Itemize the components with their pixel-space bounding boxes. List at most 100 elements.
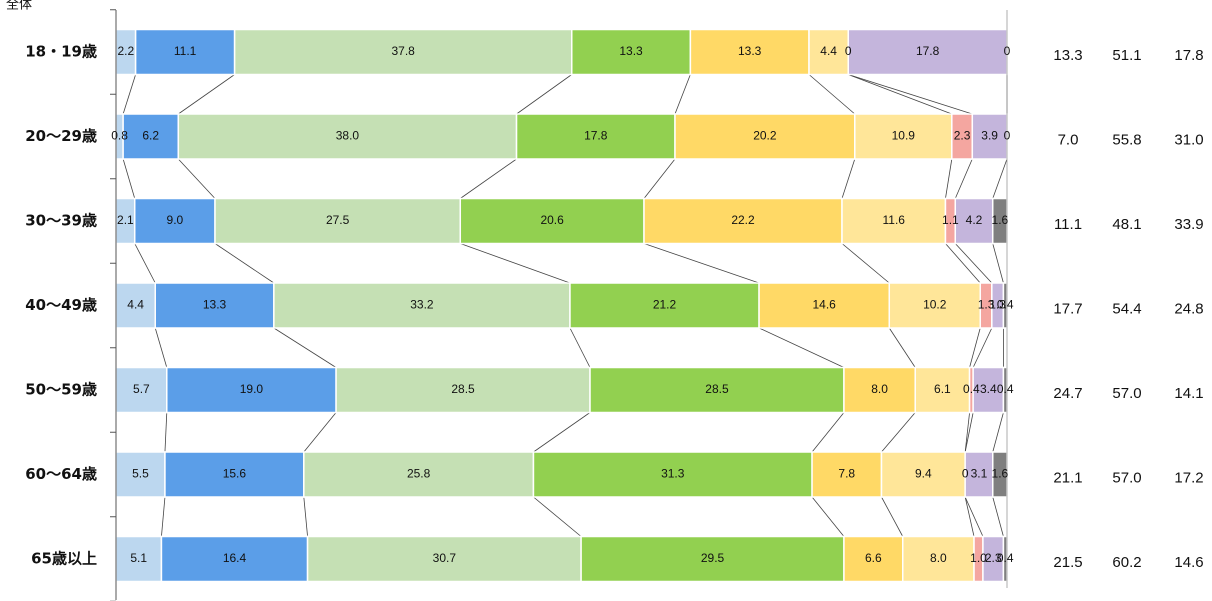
segment-label-row5-s5: 8.0 [871,382,888,396]
category-label-3: 30〜39歳 [25,212,97,230]
connector-line [122,158,136,199]
segment-label-row4-s8: 1.3 [989,298,1006,312]
connector-line [969,327,981,368]
connector-line [881,412,916,453]
connector-line [161,496,166,537]
segment-label-row2-s9: 0 [1004,129,1011,143]
connector-line [841,243,890,284]
side-value-row3-c2: 48.1 [1112,216,1141,233]
segment-label-row5-s2: 19.0 [240,382,264,396]
segment-label-row6-s4: 31.3 [661,467,685,481]
connector-line [122,74,137,115]
category-label-2: 20〜29歳 [25,127,97,145]
bar-segment-row7-s1 [115,535,163,583]
side-value-row3-c1: 11.1 [1054,216,1082,233]
bar-segment-row2-s8 [971,113,1008,160]
segment-label-row6-s3: 25.8 [407,467,431,481]
connector-line [881,496,904,537]
segment-label-row3-s4: 20.6 [540,213,564,227]
bar-segment-row4-s3 [273,282,571,329]
bar-segment-row1-s6 [808,28,849,76]
segment-label-row6-s6: 9.4 [915,467,932,481]
bar-segment-row3-s2 [133,197,216,245]
segment-label-row5-s8: 3.4 [980,382,997,396]
side-value-row3-c3: 33.9 [1174,216,1203,233]
connector-line [992,158,1008,199]
connector-line [178,158,216,199]
segment-label-row1-s5: 13.3 [738,44,762,58]
segment-label-row2-s6: 10.9 [892,129,916,143]
connector-line [848,74,973,115]
connector-line [888,327,916,368]
bar-segment-row7-s2 [160,535,309,583]
segment-label-row1-s2: 11.1 [174,44,197,58]
category-label-4: 40〜49歳 [25,296,97,314]
segment-label-row6-s2: 15.6 [223,467,247,481]
segment-label-row3-s8: 4.2 [966,213,983,227]
bar-segment-row6-s8 [964,451,994,498]
category-label-5: 50〜59歳 [25,381,97,399]
connector-line [992,243,1004,284]
side-value-row6-c2: 57.0 [1112,469,1141,486]
bar-segment-row4-s6 [888,282,981,329]
segment-label-row7-s9: 0.4 [997,551,1014,565]
connector-line [643,243,760,284]
connector-line [992,496,1004,537]
category-label-1: 18・19歳 [25,43,97,61]
segment-label-row5-s7: 0.4 [963,382,980,396]
category-labels: 18・19歳 20〜29歳 30〜39歳 40〜49歳 50〜59歳 60〜64歳 65歳以… [25,43,97,568]
connector-line [533,496,582,537]
segment-label-row4-s2: 13.3 [203,298,227,312]
segment-label-row5-s9: 0.4 [997,382,1014,396]
connector-line [460,158,517,199]
segment-label-row2-s1: 0.8 [111,129,128,143]
segment-label-row5-s1: 5.7 [133,382,150,396]
bar-segment-row7-s5 [843,535,904,583]
segment-label-row1-s4: 13.3 [619,44,643,58]
side-value-row5-c1: 24.7 [1053,385,1082,402]
side-value-row4-c3: 24.8 [1174,300,1203,317]
bar-segment-row5-s4 [589,366,845,414]
side-value-row2-c1: 7.0 [1058,131,1079,148]
segment-label-row2-s4: 17.8 [584,129,608,143]
bar-segment-row6-s3 [303,451,535,498]
bar-segment-row1-s2 [134,28,236,76]
bar-segment-row6-s4 [532,451,813,498]
connector-line [964,412,970,453]
segment-label-row1-s9: 0 [1004,44,1011,58]
connector-line [848,74,952,115]
bar-segment-row3-s3 [214,197,462,245]
segment-label-row1-s3: 37.8 [392,44,416,58]
side-value-row6-c1: 21.1 [1053,469,1082,486]
connector-line [964,496,975,537]
bar-segment-row4-s4 [569,282,760,329]
category-label-6: 60〜64歳 [25,465,97,483]
segment-label-row6-s1: 5.5 [132,467,149,481]
segment-label-row2-s5: 20.2 [753,129,777,143]
side-value-row7-c1: 21.5 [1053,554,1082,571]
segment-label-row6-s5: 7.8 [838,467,855,481]
bar-segment-row4-s2 [154,282,275,329]
side-value-row4-c1: 17.7 [1053,300,1082,317]
bar-segment-row1-s5 [689,28,810,76]
connector-line [134,243,156,284]
bar-segment-row4-s1 [115,282,156,329]
bar-segment-row4-s5 [758,282,891,329]
segment-label-row3-s6: 11.6 [882,213,905,227]
bar-segment-row2-s3 [177,113,518,160]
segment-label-row4-s4: 21.2 [653,298,677,312]
segment-label-row5-s3: 28.5 [451,382,475,396]
bar-segment-row6-s6 [880,451,966,498]
segment-label-row3-s2: 9.0 [167,213,184,227]
category-label-7: 65歳以上 [31,550,97,568]
segment-label-row4-s5: 14.6 [812,298,836,312]
connector-line [972,327,993,368]
connector-line [303,412,337,453]
segment-label-row7-s7: 1.0 [970,551,987,565]
segment-label-row4-s1: 4.4 [127,298,144,312]
bar-segment-row5-s3 [335,366,591,414]
segment-label-row1-s6: 4.4 [820,44,837,58]
segment-label-row1-s1: 2.2 [117,44,134,58]
top-left-label: 全体 [6,0,32,11]
segment-label-row5-s4: 28.5 [705,382,729,396]
